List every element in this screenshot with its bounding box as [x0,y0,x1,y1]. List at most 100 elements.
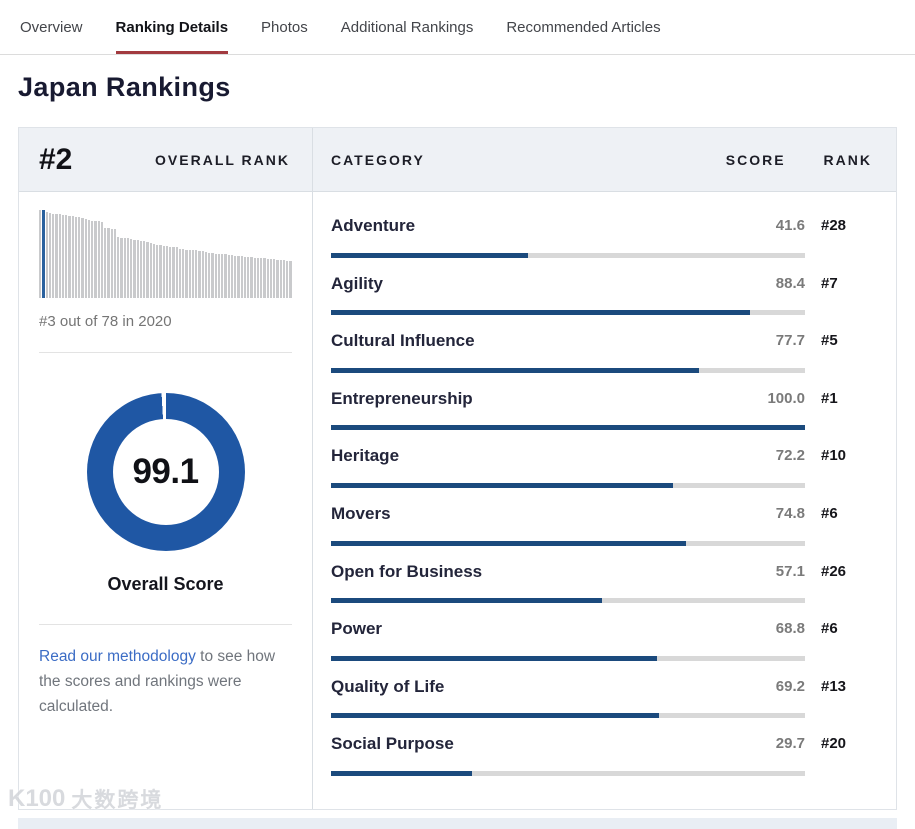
score-bar-fill [331,252,529,258]
card-body: #3 out of 78 in 2020 99.1 Overall Score … [19,192,896,809]
category-score: 68.8 [775,620,805,638]
histogram-bar [91,220,94,298]
score-bar-track [331,770,805,776]
histogram-bar [279,260,282,298]
nav-tab-photos[interactable]: Photos [261,0,308,54]
category-rank: #6 [821,504,838,522]
histogram-bar [110,228,113,298]
nav-tab-ranking-details[interactable]: Ranking Details [115,0,228,54]
column-header-score: SCORE [725,151,786,168]
methodology-text: to see how the scores and rankings were … [39,648,276,715]
nav-tab-additional-rankings[interactable]: Additional Rankings [341,0,474,54]
histogram-bar [97,221,100,298]
histogram-bar [78,217,81,298]
histogram-bar [256,257,259,298]
category-row: Quality of Life 69.2 #13 [331,665,872,723]
rank-distribution-caption: #3 out of 78 in 2020 [39,313,172,330]
category-name: Quality of Life [331,676,445,696]
histogram-bar [107,228,110,298]
histogram-bar [234,255,237,298]
category-name: Heritage [331,446,400,466]
histogram-bar [100,221,103,298]
score-bar-fill [331,713,659,719]
histogram-bar [260,258,263,298]
histogram-bar [195,250,198,298]
rank-distribution-chart [39,210,292,298]
nav-tab-label: Overview [20,18,83,36]
category-name: Entrepreneurship [331,388,473,408]
histogram-bar [273,259,276,298]
category-row: Power 68.8 #6 [331,607,872,665]
histogram-bar [104,227,107,298]
histogram-bar [230,255,233,298]
score-bar-track [331,367,805,373]
score-bar-track [331,425,805,431]
histogram-bar [152,244,155,298]
histogram-bar [68,215,71,298]
category-name: Social Purpose [331,734,454,754]
category-score: 72.2 [775,447,805,465]
category-row: Cultural Influence 77.7 #5 [331,319,872,377]
histogram-bar [117,237,120,298]
histogram-bar [243,256,246,298]
nav-tab-label: Photos [261,18,308,36]
category-name: Agility [331,273,383,293]
category-row: Entrepreneurship 100.0 #1 [331,377,872,435]
category-name: Open for Business [331,561,483,581]
methodology-link[interactable]: Read our methodology [39,648,196,665]
histogram-bar [143,241,146,298]
divider [39,624,292,625]
histogram-bar [136,240,139,298]
histogram-bar [146,241,149,298]
rankings-card: #2 OVERALL RANK CATEGORY SCORE RANK #3 o… [18,127,897,810]
score-bar-fill [331,655,658,661]
score-bar-fill [331,310,751,316]
histogram-bar [240,256,243,298]
histogram-bar [263,258,266,298]
histogram-bar [175,247,178,298]
category-rank: #10 [821,447,847,465]
score-bar-fill [331,367,700,373]
histogram-bar [276,259,279,298]
score-bar-fill [331,425,805,431]
overall-rank-label: OVERALL RANK [155,151,290,168]
score-bar-fill [331,482,674,488]
histogram-bar [159,245,162,298]
histogram-bar [162,245,165,298]
histogram-bar [71,216,74,298]
category-rank: #7 [821,274,838,292]
histogram-bar [156,244,159,298]
category-score: 57.1 [775,562,805,580]
score-bar-track [331,713,805,719]
category-row: Movers 74.8 #6 [331,492,872,550]
category-score: 41.6 [775,217,805,234]
divider [39,352,292,353]
category-score: 100.0 [767,389,805,407]
score-bar-fill [331,598,602,604]
category-rank: #6 [821,620,838,638]
nav-tab-overview[interactable]: Overview [20,0,83,54]
histogram-bar [126,238,129,298]
score-bar-track [331,252,805,258]
overall-score-label: Overall Score [107,574,224,594]
score-bar-track [331,482,805,488]
score-bar-fill [331,540,686,546]
category-row: Open for Business 57.1 #26 [331,550,872,608]
top-nav: Overview Ranking Details Photos Addition… [0,0,915,55]
category-rank: #28 [821,217,847,234]
histogram-bar [74,216,77,298]
histogram-bar-highlighted [42,210,45,298]
histogram-bar [55,213,58,298]
histogram-bar [130,238,133,298]
histogram-bar [149,242,152,298]
nav-tab-recommended-articles[interactable]: Recommended Articles [506,0,660,54]
histogram-bar [253,257,256,298]
category-row: Agility 88.4 #7 [331,262,872,320]
histogram-bar [87,219,90,298]
histogram-bar [172,246,175,298]
histogram-bar [198,250,201,298]
histogram-bar [182,249,185,298]
column-header-rank: RANK [823,151,872,168]
nav-tab-label: Recommended Articles [506,18,661,36]
category-rank: #26 [821,562,847,580]
